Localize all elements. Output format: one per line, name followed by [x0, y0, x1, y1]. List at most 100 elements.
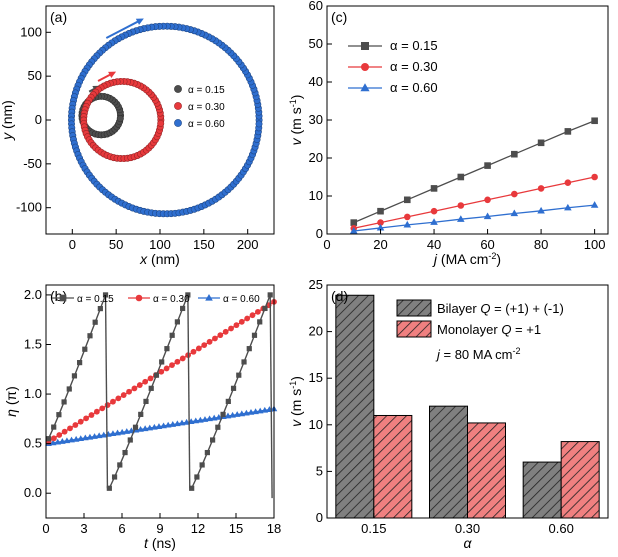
panel-b-legend-label: α = 0.30: [153, 294, 190, 305]
panel-b-point: [204, 449, 210, 456]
panel-d-frame: [326, 284, 609, 519]
panel-a-direction-arrow: [105, 19, 140, 39]
panel-d-ytick-label-4: 20: [309, 324, 323, 339]
panel-b-point: [137, 425, 144, 432]
panel-c-marks: [349, 117, 599, 234]
panel-a-legend-marker: [174, 119, 182, 127]
panel-d-ytick-label-0: 0: [316, 510, 323, 525]
panel-b-series-line: [191, 294, 271, 489]
panel-b-point: [238, 410, 246, 417]
panel-d-bar: [467, 422, 506, 519]
panel-a-ytick-label-4: 100: [20, 24, 42, 39]
panel-a-ylabel-var: y: [0, 132, 15, 141]
panel-b-point: [151, 423, 158, 430]
panel-b-point: [123, 428, 131, 434]
panel-b-point: [51, 435, 57, 442]
panel-b-point: [99, 405, 106, 412]
panel-a-direction-arrowhead: [135, 18, 144, 25]
panel-b-point: [63, 437, 71, 444]
panel-a-xtick-label-3: 150: [193, 237, 215, 252]
panel-d-bar: [522, 461, 562, 519]
panel-d-ticks: 0 5 10 15 20 25 0.15 0.30 0.60: [309, 277, 574, 536]
panel-d-bar: [429, 405, 468, 519]
panel-c-point: [483, 212, 492, 220]
panel-b-point: [109, 430, 117, 437]
panel-c-ytick-label-2: 20: [309, 150, 323, 165]
panel-b-wrap-line: [269, 294, 273, 499]
panel-c-point: [403, 213, 411, 221]
panel-c-point: [564, 203, 572, 211]
panel-c-series-line: [353, 120, 595, 224]
panel-a-orbit-point: [255, 120, 263, 128]
panel-b-point: [194, 474, 200, 480]
panel-b-frame: [45, 284, 275, 519]
panel-b-point: [251, 332, 258, 338]
panel-c-legend-marker: [361, 63, 369, 71]
panel-a-direction-arrow: [97, 73, 113, 82]
panel-c-xlabel-var: j: [432, 251, 438, 267]
panel-b-point: [86, 433, 94, 440]
panel-b-point: [229, 411, 236, 418]
panel-c-point: [591, 173, 598, 181]
panel-c-point: [564, 128, 572, 135]
panel-b-xtick-label-6: 18: [267, 521, 281, 536]
panel-b-point: [179, 355, 186, 362]
panel-b-xlabel: t (ns): [144, 535, 176, 551]
panel-c-legend-label: α = 0.60: [390, 80, 438, 95]
panel-b-point: [201, 342, 208, 349]
panel-b-point: [68, 436, 75, 443]
panel-b-point: [246, 346, 252, 352]
panel-c-point: [377, 219, 384, 226]
panel-d-annotation-sup: -2: [513, 346, 521, 356]
panel-b-ylabel-var: η: [3, 409, 19, 417]
panel-c-point: [511, 150, 518, 158]
panel-a-xlabel-unit: (nm): [147, 251, 180, 267]
panel-d-legend-label-prefix: Monolayer: [437, 322, 501, 337]
panel-b-point: [215, 424, 221, 430]
panel-a-ylabel-unit: (nm): [0, 100, 15, 133]
panel-b-point: [95, 432, 103, 439]
panel-b-point: [163, 365, 170, 372]
panel-c-point: [376, 223, 385, 231]
panel-c-ytick-label-6: 60: [309, 0, 323, 13]
panel-b-legend-marker: [205, 294, 213, 301]
panel-c-frame: [326, 5, 609, 235]
panel-b-point: [241, 359, 247, 365]
panel-b-point: [261, 406, 269, 413]
panel-b-point: [122, 449, 128, 456]
panel-b-point: [143, 398, 149, 405]
panel-a-ylabel: y (nm): [0, 100, 15, 141]
panel-b-point: [174, 319, 180, 325]
panel-a-ytick-label-1: -50: [23, 156, 42, 171]
panel-c-point: [484, 162, 491, 169]
panel-b-point: [215, 413, 223, 420]
panel-c-xtick-label-3: 60: [480, 237, 494, 252]
panel-a-frame: [45, 5, 275, 235]
panel-c-point: [510, 209, 519, 217]
panel-d-annotation-var: j: [435, 347, 441, 362]
panel-c-series-line: [353, 176, 595, 229]
panel-c-legend: α = 0.15 α = 0.30 α = 0.60: [348, 38, 438, 95]
panel-c-legend-marker: [360, 83, 370, 92]
panel-b-point: [189, 485, 195, 491]
panel-a-legend: α = 0.15 α = 0.30 α = 0.60: [174, 85, 225, 130]
panel-a-xtick-label-0: 0: [69, 237, 76, 252]
panel-d-ylabel-unit: (m s: [288, 389, 304, 420]
panel-d-ytick-label-1: 5: [316, 463, 323, 478]
panel-b-point: [160, 422, 167, 429]
panel-b-point: [224, 412, 232, 419]
panel-a-legend-label: α = 0.60: [188, 119, 225, 130]
panel-c-point: [457, 173, 465, 181]
panel-c-xtick-label-2: 40: [427, 237, 441, 252]
panel-d-legend-label-suffix: = +1: [511, 322, 541, 337]
panel-c-ytick-label-5: 50: [309, 36, 323, 51]
panel-c-point: [537, 206, 545, 214]
panel-b-point: [56, 432, 63, 438]
panel-b-point: [136, 382, 143, 388]
panel-b-point: [147, 375, 154, 382]
panel-b-point: [49, 439, 57, 446]
panel-b-point: [222, 328, 229, 335]
panel-d-legend-label-suffix: = (+1) + (-1): [490, 301, 563, 316]
panel-c-point: [457, 202, 465, 209]
